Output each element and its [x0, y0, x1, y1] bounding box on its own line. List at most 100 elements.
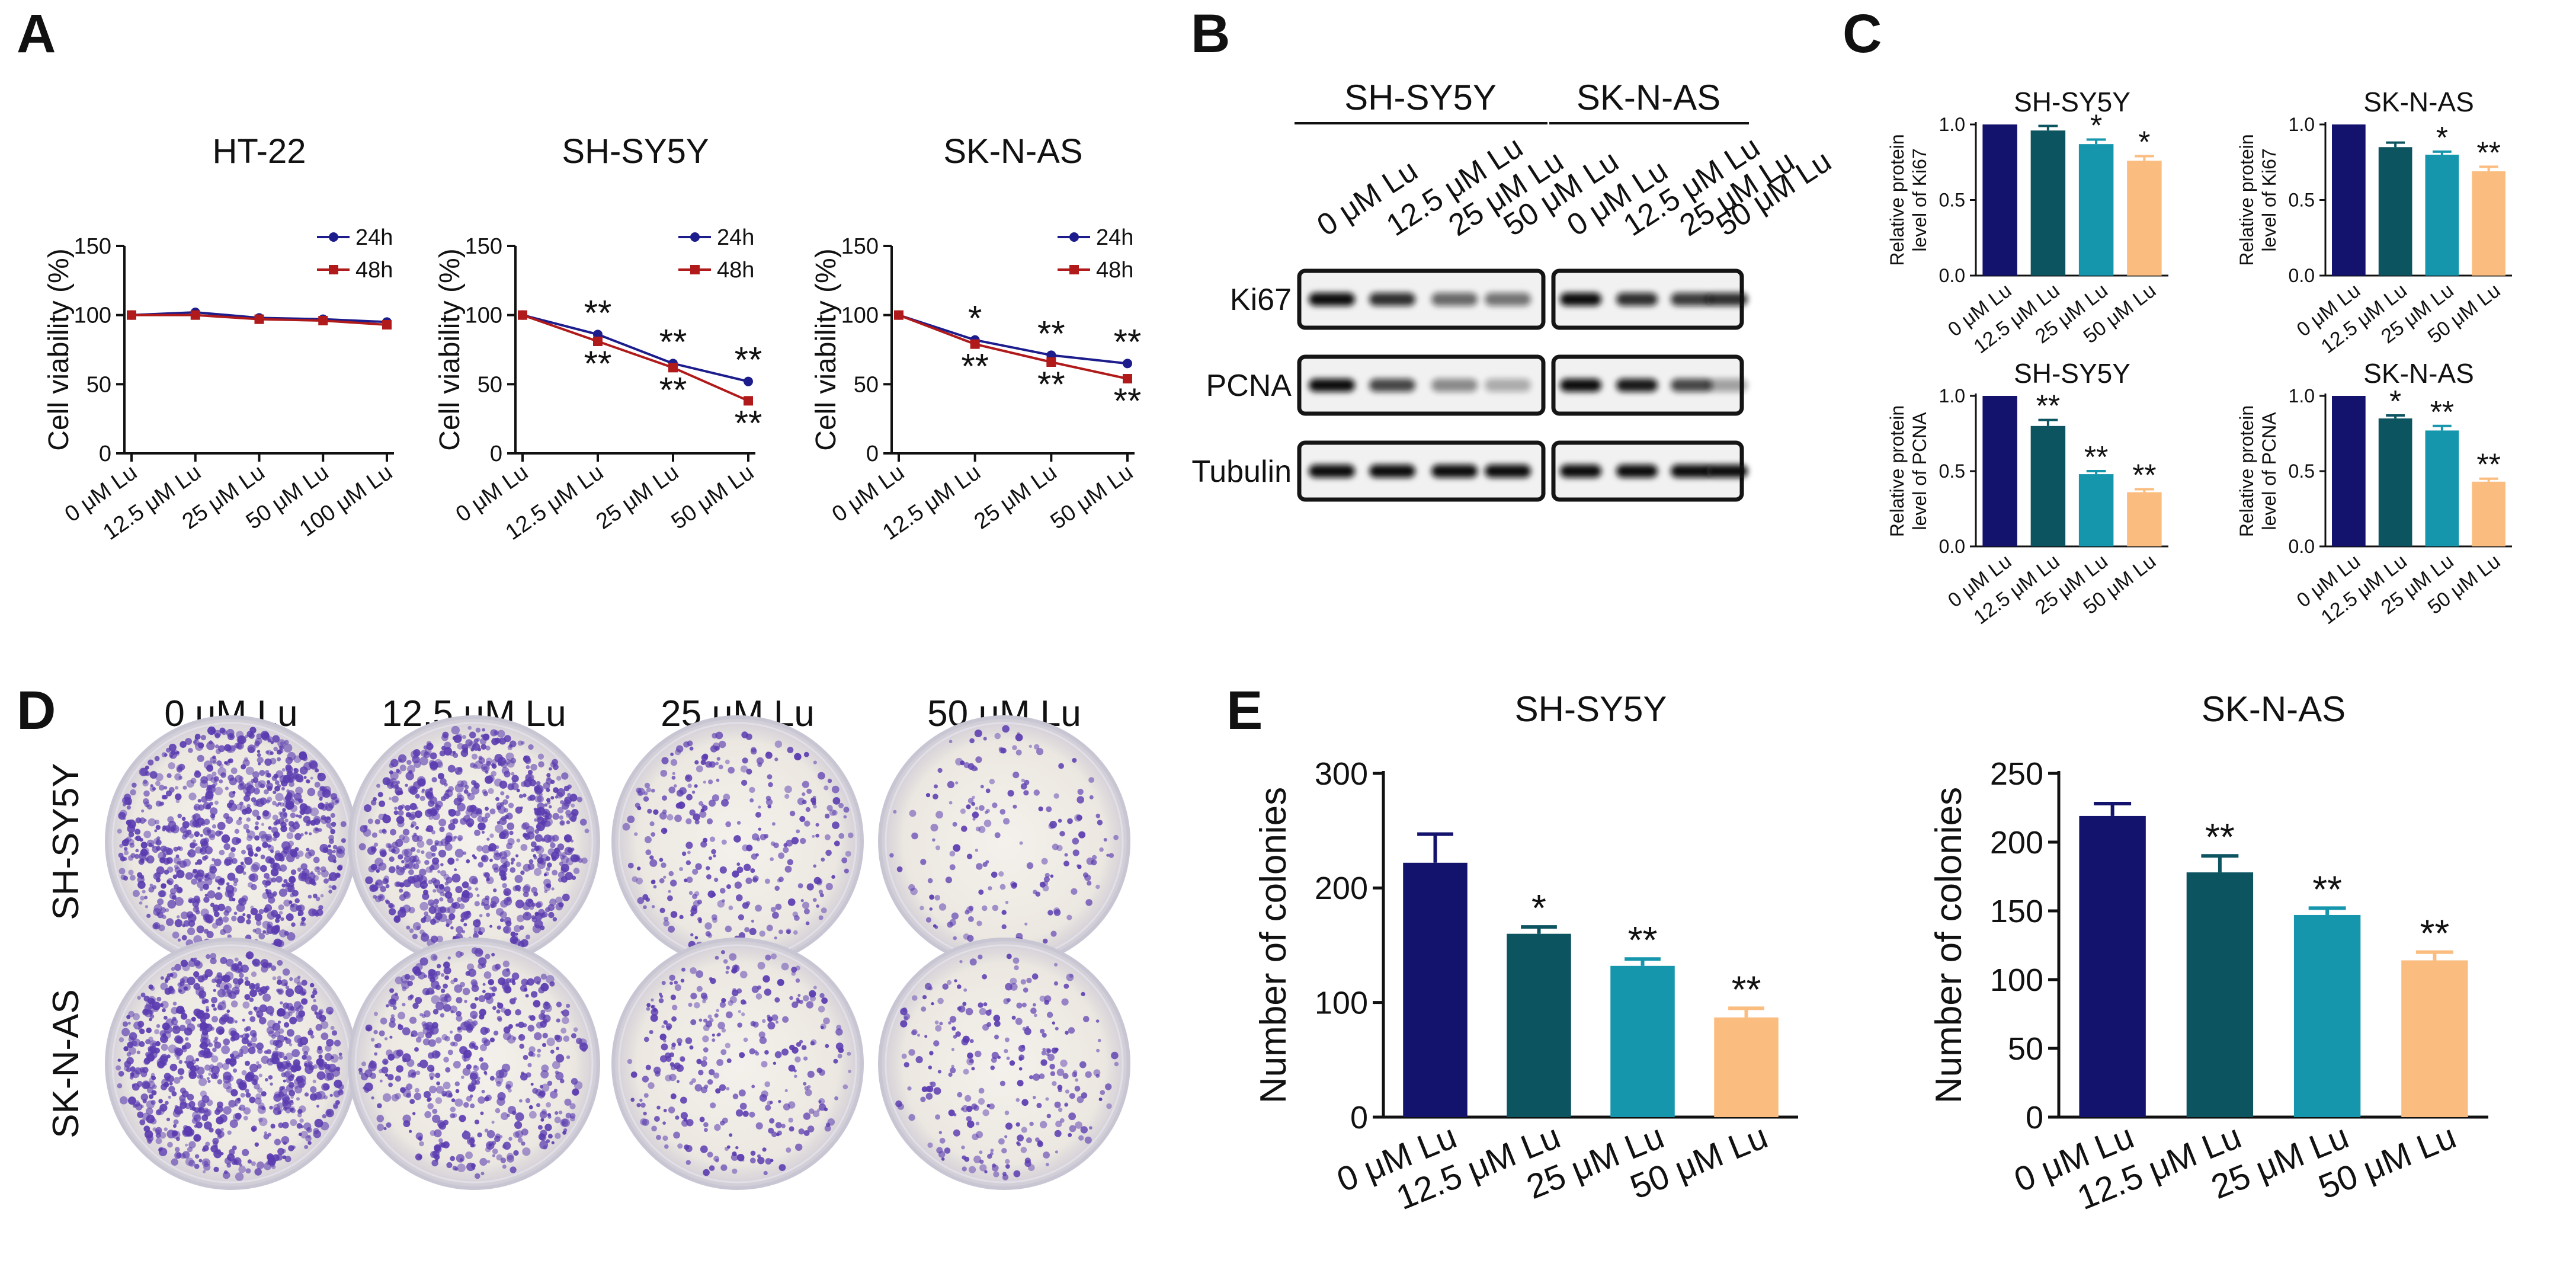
bar-0	[1982, 396, 2017, 546]
point-48h	[1123, 374, 1132, 383]
significance-mark: **	[1037, 364, 1065, 404]
blot-band	[1431, 293, 1478, 306]
y-tick-label: 300	[1315, 756, 1368, 792]
y-tick-label: 100	[841, 303, 879, 328]
blot-band	[1560, 379, 1601, 392]
series-line-24h	[898, 313, 1128, 365]
blot-band	[1616, 465, 1658, 478]
colony-plate	[348, 715, 600, 968]
chart-title: SK-N-AS	[2202, 689, 2346, 729]
plate-rim	[618, 944, 857, 1183]
y-tick-label: 100	[1315, 986, 1368, 1021]
y-axis-label: level of Ki67	[1909, 148, 1930, 251]
point-48h	[382, 320, 392, 330]
chart-title: HT-22	[213, 132, 306, 171]
point-48h	[894, 310, 903, 320]
legend-label: 48h	[717, 258, 754, 283]
blot-box	[1297, 268, 1546, 330]
point-24h	[1123, 359, 1132, 369]
y-tick-label: 0.0	[2289, 536, 2315, 557]
y-tick-label: 1.0	[2289, 385, 2315, 407]
bar-3	[1714, 1017, 1779, 1117]
blot-row-label: Ki67	[1230, 283, 1292, 317]
blot-band	[1560, 465, 1601, 478]
y-tick-label: 150	[841, 234, 879, 259]
blot-band	[1485, 379, 1531, 392]
chart-title: SH-SY5Y	[2014, 87, 2130, 117]
chart-title: SH-SY5Y	[1515, 689, 1667, 729]
y-tick-label: 0.5	[1939, 460, 1965, 482]
panel-letter-a: A	[17, 4, 56, 64]
y-axis-label: Relative protein	[2236, 134, 2257, 265]
significance-mark: **	[1114, 381, 1142, 421]
bar-2	[2425, 430, 2459, 546]
blot-row-label: Tubulin	[1191, 455, 1292, 489]
blot-band	[1671, 465, 1712, 478]
colony-plate	[878, 938, 1130, 1190]
y-axis-label: Cell viability (%)	[434, 248, 466, 450]
significance-mark: **	[735, 340, 762, 380]
y-tick-label: 200	[1315, 871, 1368, 906]
y-axis-label: Number of colonies	[1928, 787, 1969, 1103]
chart-title: SK-N-AS	[2363, 358, 2474, 389]
blot-band	[1706, 379, 1748, 392]
blot-band	[1369, 293, 1415, 306]
legend-label: 24h	[1096, 225, 1133, 250]
point-48h	[593, 337, 603, 346]
panel-letter-c: C	[1843, 4, 1882, 64]
colony-plate	[878, 715, 1130, 968]
legend-marker-48h	[1069, 265, 1079, 274]
series-line-24h	[522, 313, 749, 383]
y-axis-label: Cell viability (%)	[43, 248, 75, 450]
y-tick-label: 150	[1990, 894, 2043, 929]
bar-2	[1610, 965, 1675, 1117]
y-tick-label: 0	[1350, 1100, 1368, 1135]
blot-band	[1485, 293, 1531, 306]
blot-band	[1369, 379, 1415, 392]
bar-0	[2332, 124, 2366, 276]
significance-mark: **	[1037, 313, 1065, 353]
x-tick-label: 50 μM Lu	[1046, 460, 1138, 535]
bar-3	[2127, 161, 2162, 276]
blot-box	[1297, 354, 1546, 416]
panel-d-colony-plates: 0 μM Lu 12.5 μM Lu 25 μM Lu 50 μM LuSH-SY5Y…	[46, 693, 1130, 1190]
series-line-48h	[522, 313, 749, 402]
point-48h	[518, 310, 527, 320]
blot-group-label: SK-N-AS	[1577, 78, 1720, 117]
bar-1	[2378, 418, 2412, 546]
colony-plate	[348, 938, 600, 1190]
y-tick-label: 0.5	[2289, 190, 2315, 211]
blot-band	[1431, 379, 1478, 392]
significance-mark: *	[968, 299, 982, 338]
significance-mark: **	[2430, 395, 2454, 430]
plate-colonies	[622, 731, 854, 956]
y-tick-label: 1.0	[1939, 114, 1965, 135]
plate-colonies	[358, 725, 589, 957]
significance-mark: **	[659, 322, 687, 362]
y-axis-label: Number of colonies	[1253, 787, 1294, 1103]
point-48h	[668, 363, 678, 373]
bar-3	[2127, 492, 2162, 546]
blot-band	[1309, 379, 1355, 392]
legend-label: 48h	[1096, 258, 1133, 283]
legend-marker-48h	[690, 265, 700, 274]
y-axis-label: Relative protein	[1886, 405, 1908, 537]
y-axis-label: level of Ki67	[2258, 148, 2280, 251]
legend-marker-48h	[329, 265, 338, 274]
bar-1	[2030, 426, 2066, 546]
y-tick-label: 100	[465, 303, 502, 328]
significance-mark: **	[1732, 968, 1761, 1010]
plate-colonies	[627, 950, 851, 1176]
bar-1	[2030, 130, 2066, 276]
y-axis-label: level of PCNA	[1909, 412, 1930, 530]
plate-row-label: SH-SY5Y	[46, 763, 86, 920]
y-tick-label: 50	[86, 372, 111, 397]
legend-label: 24h	[355, 225, 393, 250]
